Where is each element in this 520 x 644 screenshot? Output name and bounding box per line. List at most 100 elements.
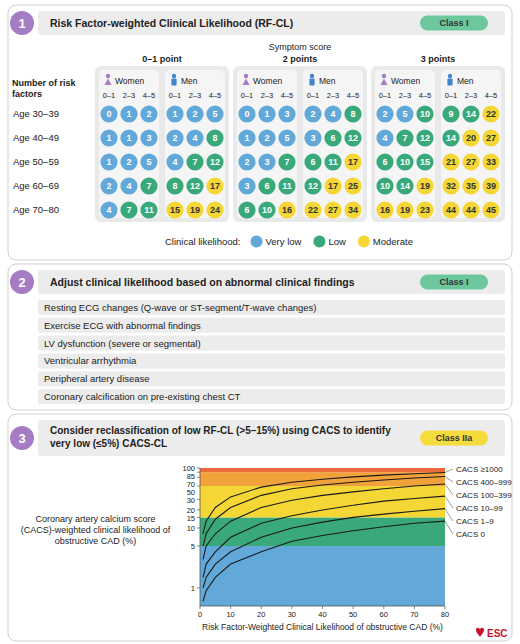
likelihood-cell [206,201,223,218]
likelihood-cell [416,105,433,122]
likelihood-cell [462,153,479,170]
women-label: Women [253,76,282,86]
likelihood-value: 27 [486,133,496,143]
likelihood-value: 27 [466,157,476,167]
likelihood-cell [100,201,117,218]
sex-box [237,70,297,218]
likelihood-cell [442,105,459,122]
likelihood-cell [442,153,459,170]
likelihood-cell [100,105,117,122]
likelihood-cell [416,177,433,194]
likelihood-band [200,486,445,517]
finding-row [38,353,505,368]
likelihood-cell [140,153,157,170]
likelihood-cell [120,201,137,218]
likelihood-cell [166,201,183,218]
likelihood-cell [324,129,341,146]
y-tick [197,477,200,478]
likelihood-value: 6 [330,133,335,143]
finding-text: LV dysfunction (severe or segmental) [44,338,201,349]
likelihood-cell [120,129,137,146]
likelihood-value: 3 [264,157,269,167]
x-tick [445,606,446,609]
x-tick-label: 70 [410,610,418,619]
likelihood-value: 5 [284,133,289,143]
x-axis-title: Risk Factor-Weighted Clinical Likelihood… [202,622,443,632]
rf-column-label: 2–3 [465,91,478,100]
likelihood-band [200,546,445,606]
likelihood-cell [462,201,479,218]
likelihood-cell [186,129,203,146]
series-leader [445,509,453,521]
likelihood-value: 22 [308,205,318,215]
likelihood-value: 7 [402,133,407,143]
x-tick [322,606,323,609]
y-tick [197,527,200,528]
likelihood-value: 3 [310,133,315,143]
likelihood-value: 19 [420,181,430,191]
x-tick-label: 10 [226,610,234,619]
likelihood-value: 44 [446,205,456,215]
sex-box [303,70,363,218]
panel-header [38,11,505,35]
y-tick-label: 15 [187,514,195,523]
series-leader [445,521,453,534]
x-tick-label: 20 [257,610,265,619]
likelihood-value: 4 [382,133,387,143]
row-title: Number of risk factors [12,78,88,100]
class-label: Class IIa [436,433,474,443]
series-label: CACS 100–399 [456,491,512,500]
likelihood-cell [140,105,157,122]
cacs-curve [203,509,445,588]
legend-label: Low [328,236,346,247]
likelihood-value: 17 [328,181,338,191]
panel-title: Adjust clinical likelihood based on abno… [50,276,355,288]
legend-label: Moderate [373,236,413,247]
likelihood-value: 14 [446,133,456,143]
likelihood-cell [100,129,117,146]
likelihood-cell [416,201,433,218]
likelihood-cell [166,153,183,170]
likelihood-value: 1 [106,133,111,143]
likelihood-cell [482,201,499,218]
x-tick-label: 60 [380,610,388,619]
x-tick [353,606,354,609]
group-box [371,66,505,222]
likelihood-value: 8 [350,109,355,119]
likelihood-cell [304,201,321,218]
likelihood-value: 19 [400,205,410,215]
likelihood-value: 2 [382,109,387,119]
likelihood-cell [376,105,393,122]
likelihood-value: 7 [146,181,151,191]
likelihood-cell [344,201,361,218]
likelihood-cell [278,105,295,122]
likelihood-cell [344,105,361,122]
likelihood-value: 12 [348,133,358,143]
logo-heart [476,628,484,637]
likelihood-value: 19 [190,205,200,215]
likelihood-cell [396,177,413,194]
rf-column-label: 2–3 [399,91,412,100]
class-label: Class I [439,18,468,28]
rf-column-label: 2–3 [189,91,202,100]
likelihood-cell [186,153,203,170]
woman-icon [244,74,248,78]
likelihood-value: 8 [212,133,217,143]
likelihood-cell [166,177,183,194]
likelihood-cell [120,153,137,170]
x-tick [291,606,292,609]
likelihood-value: 1 [106,157,111,167]
likelihood-value: 11 [282,181,292,191]
finding-row [38,389,505,404]
panel-frame [8,414,512,641]
likelihood-value: 16 [380,205,390,215]
likelihood-value: 4 [330,109,335,119]
likelihood-cell [166,105,183,122]
sex-box [99,70,159,218]
likelihood-cell [482,153,499,170]
likelihood-cell [324,153,341,170]
likelihood-cell [442,129,459,146]
likelihood-cell [258,201,275,218]
sex-box [165,70,225,218]
likelihood-cell [462,129,479,146]
